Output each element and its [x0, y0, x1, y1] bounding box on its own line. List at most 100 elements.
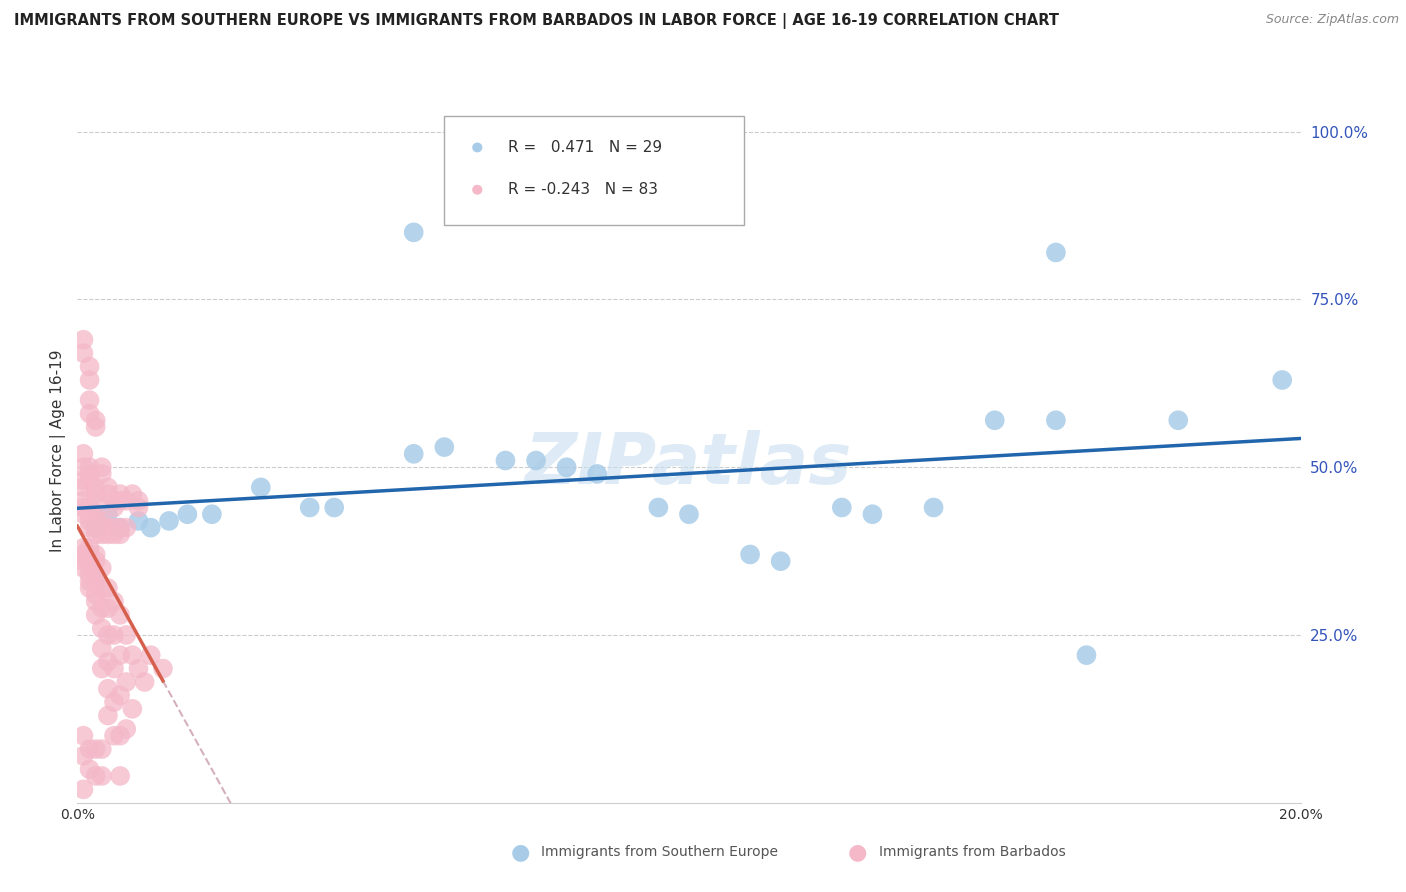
- Point: [72, 493, 94, 508]
- Point: [103, 729, 125, 743]
- Ellipse shape: [472, 186, 482, 194]
- Point: [72, 460, 94, 475]
- Point: [90, 521, 112, 535]
- Text: Immigrants from Barbados: Immigrants from Barbados: [879, 845, 1066, 859]
- Point: [72, 541, 94, 555]
- Point: [97, 487, 120, 501]
- Point: [115, 493, 138, 508]
- Point: [90, 742, 112, 756]
- Point: [108, 769, 131, 783]
- Point: [79, 561, 101, 575]
- Point: [1167, 413, 1189, 427]
- Point: [79, 373, 101, 387]
- Point: [84, 420, 107, 434]
- Point: [72, 333, 94, 347]
- Point: [984, 413, 1007, 427]
- Point: [586, 467, 609, 481]
- Point: [97, 521, 120, 535]
- Point: [79, 467, 101, 481]
- Point: [922, 500, 945, 515]
- Point: [84, 493, 107, 508]
- Point: [84, 487, 107, 501]
- Point: [134, 675, 156, 690]
- Point: [84, 588, 107, 602]
- Point: [84, 507, 107, 521]
- Point: [139, 648, 162, 662]
- Point: [79, 474, 101, 488]
- Point: [108, 607, 131, 622]
- Point: [1045, 245, 1067, 260]
- Point: [90, 514, 112, 528]
- Text: R =   0.471   N = 29: R = 0.471 N = 29: [508, 140, 662, 155]
- Point: [108, 493, 131, 508]
- Point: [72, 548, 94, 562]
- Point: [72, 480, 94, 494]
- Text: ●: ●: [510, 842, 530, 862]
- Point: [90, 769, 112, 783]
- Point: [115, 628, 138, 642]
- Point: [72, 748, 94, 763]
- Point: [103, 493, 125, 508]
- Point: [79, 554, 101, 568]
- Point: [1045, 413, 1067, 427]
- Text: ●: ●: [848, 842, 868, 862]
- Point: [84, 567, 107, 582]
- Point: [831, 500, 853, 515]
- Point: [127, 500, 149, 515]
- Point: [152, 662, 174, 676]
- Point: [862, 507, 884, 521]
- Text: Source: ZipAtlas.com: Source: ZipAtlas.com: [1265, 13, 1399, 27]
- Point: [79, 407, 101, 421]
- Point: [108, 521, 131, 535]
- Text: R = -0.243   N = 83: R = -0.243 N = 83: [508, 182, 658, 197]
- Point: [250, 480, 273, 494]
- Point: [79, 507, 101, 521]
- Point: [97, 655, 120, 669]
- Point: [97, 581, 120, 595]
- Point: [108, 521, 131, 535]
- Point: [127, 662, 149, 676]
- Point: [298, 500, 321, 515]
- Point: [90, 460, 112, 475]
- Point: [524, 453, 547, 467]
- Point: [84, 548, 107, 562]
- Point: [115, 521, 138, 535]
- Point: [108, 729, 131, 743]
- Point: [97, 708, 120, 723]
- Point: [108, 689, 131, 703]
- Point: [72, 500, 94, 515]
- Point: [79, 393, 101, 408]
- Y-axis label: In Labor Force | Age 16-19: In Labor Force | Age 16-19: [51, 349, 66, 552]
- Point: [72, 782, 94, 797]
- Point: [103, 662, 125, 676]
- Point: [79, 514, 101, 528]
- Point: [90, 641, 112, 656]
- Point: [84, 554, 107, 568]
- Point: [79, 359, 101, 374]
- Point: [97, 527, 120, 541]
- Point: [72, 447, 94, 461]
- Point: [84, 521, 107, 535]
- Point: [103, 695, 125, 709]
- Point: [72, 507, 94, 521]
- Point: [97, 681, 120, 696]
- Point: [84, 527, 107, 541]
- Point: [84, 742, 107, 756]
- Point: [115, 675, 138, 690]
- Point: [90, 581, 112, 595]
- Point: [139, 521, 162, 535]
- Point: [323, 500, 346, 515]
- Point: [433, 440, 456, 454]
- Point: [72, 346, 94, 360]
- Point: [1271, 373, 1294, 387]
- Point: [108, 527, 131, 541]
- Point: [176, 507, 198, 521]
- Point: [79, 521, 101, 535]
- Point: [90, 601, 112, 615]
- Point: [127, 514, 149, 528]
- Point: [103, 500, 125, 515]
- Point: [769, 554, 792, 568]
- Text: ZIPatlas: ZIPatlas: [526, 430, 852, 499]
- Point: [495, 453, 517, 467]
- Point: [103, 527, 125, 541]
